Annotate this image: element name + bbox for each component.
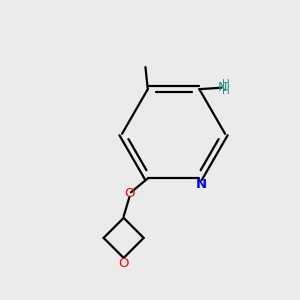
Text: O: O <box>118 257 129 270</box>
Text: H: H <box>222 86 230 96</box>
Text: N: N <box>196 178 207 191</box>
Text: N: N <box>217 81 227 94</box>
Text: O: O <box>124 187 135 200</box>
Text: H: H <box>222 79 230 89</box>
